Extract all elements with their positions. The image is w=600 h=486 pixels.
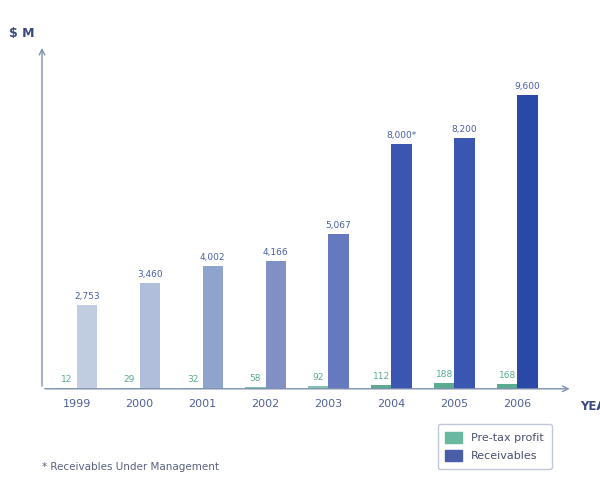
Text: 4,166: 4,166 (263, 248, 289, 258)
Bar (454, 138, 475, 389)
Text: 9,600: 9,600 (515, 82, 541, 91)
Text: $ M: $ M (9, 27, 34, 40)
Text: 12: 12 (61, 376, 72, 384)
Bar (391, 144, 412, 389)
Text: 3,460: 3,460 (137, 270, 163, 279)
Text: 2,753: 2,753 (74, 292, 100, 301)
Text: 29: 29 (124, 375, 135, 384)
Text: 8,200: 8,200 (452, 125, 477, 134)
Legend: Pre-tax profit, Receivables: Pre-tax profit, Receivables (437, 424, 551, 469)
Bar (245, 387, 266, 389)
Text: 8,000*: 8,000* (386, 131, 416, 140)
Bar (266, 261, 286, 389)
Text: 4,002: 4,002 (200, 253, 226, 262)
Bar (517, 95, 538, 389)
Text: 32: 32 (187, 375, 198, 384)
Bar (434, 383, 454, 389)
Text: 188: 188 (436, 370, 453, 379)
Text: * Receivables Under Management: * Receivables Under Management (42, 462, 219, 471)
Text: 168: 168 (499, 371, 516, 380)
Text: 5,067: 5,067 (326, 221, 352, 230)
Bar (77, 305, 97, 389)
Bar (203, 266, 223, 389)
Text: 112: 112 (373, 372, 390, 382)
Bar (497, 383, 517, 389)
Bar (140, 283, 160, 389)
Bar (182, 388, 203, 389)
Bar (328, 234, 349, 389)
Bar (119, 388, 140, 389)
Text: 58: 58 (250, 374, 261, 383)
Bar (371, 385, 391, 389)
Bar (308, 386, 328, 389)
Text: YEAR: YEAR (580, 400, 600, 414)
Text: 92: 92 (313, 373, 324, 382)
